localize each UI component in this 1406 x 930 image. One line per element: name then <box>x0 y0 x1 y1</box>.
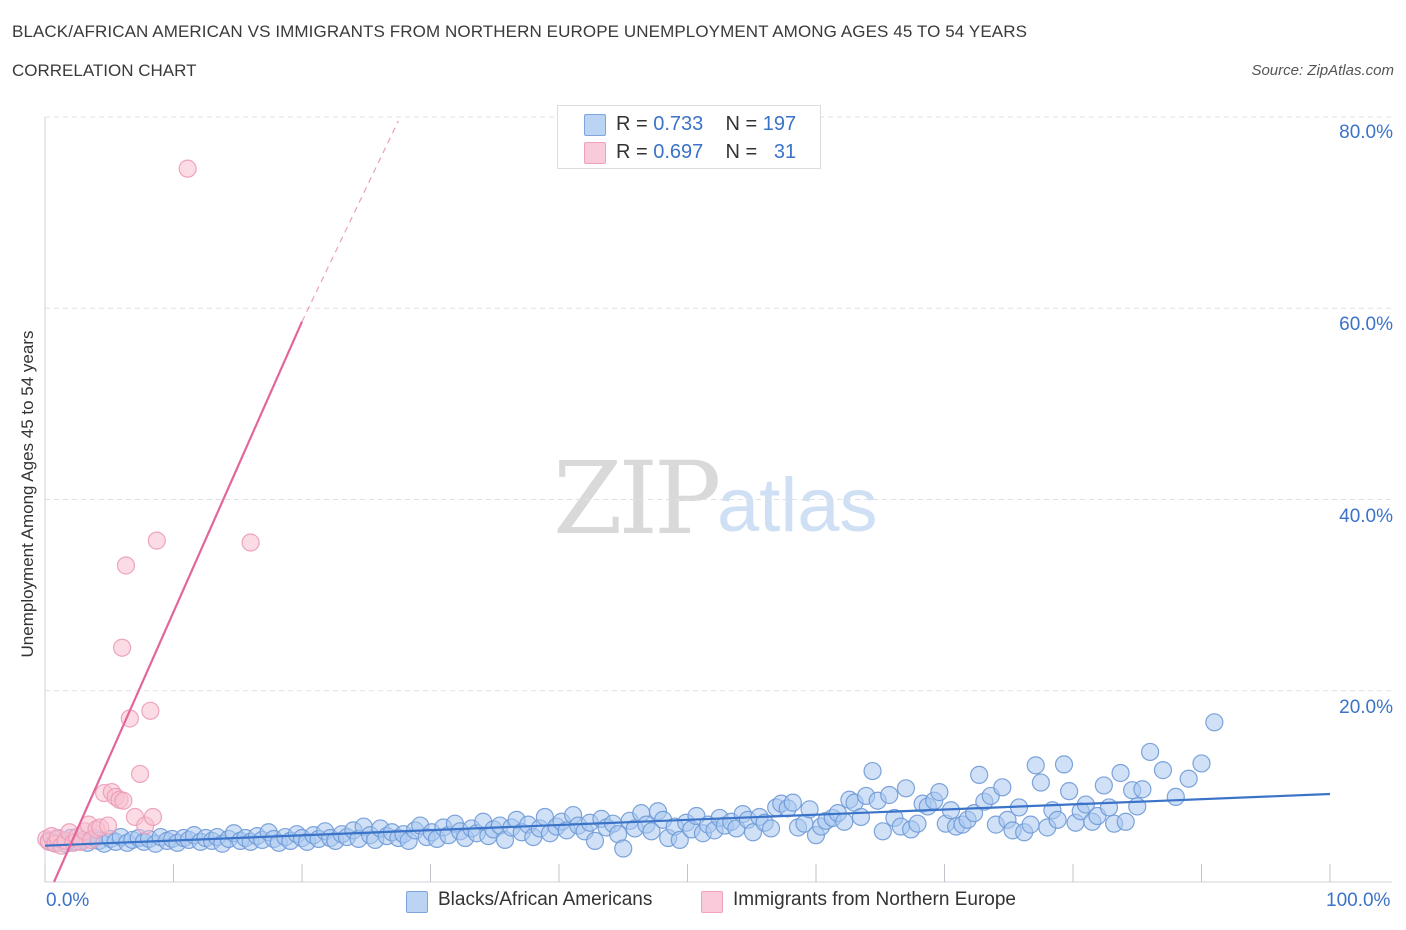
watermark-zip: ZIP <box>553 440 721 557</box>
axes <box>44 117 1392 883</box>
data-point <box>147 531 166 550</box>
data-point <box>896 779 916 798</box>
data-point <box>1048 810 1067 829</box>
data-point <box>1179 769 1198 788</box>
data-point <box>930 783 949 802</box>
data-point <box>1205 713 1224 732</box>
data-point <box>863 761 882 781</box>
n-value: 31 <box>773 141 797 163</box>
stats-legend: R = 0.733 N = 197 R = 0.697 N = 31 <box>557 105 821 169</box>
chart-title: BLACK/AFRICAN AMERICAN VS IMMIGRANTS FRO… <box>12 22 1028 41</box>
data-point <box>1021 815 1040 834</box>
data-point <box>1133 780 1152 799</box>
x-tick-label-max: 100.0% <box>1326 890 1391 911</box>
data-point <box>1099 798 1119 817</box>
pink-swatch <box>701 891 723 913</box>
blue-swatch <box>406 891 428 913</box>
data-point <box>116 556 136 575</box>
data-point <box>1116 812 1135 831</box>
data-point <box>98 816 118 835</box>
r-value: 0.697 <box>653 141 704 163</box>
data-point <box>1054 755 1074 774</box>
source-label: Source: ZipAtlas.com <box>1251 62 1394 79</box>
data-point <box>1060 782 1079 801</box>
data-point <box>130 764 150 784</box>
legend-label: Immigrants from Northern Europe <box>733 889 1016 910</box>
data-point <box>143 807 163 827</box>
data-point <box>1026 756 1045 775</box>
data-point <box>642 822 661 841</box>
y-axis-label: Unemployment Among Ages 45 to 54 years <box>18 330 37 658</box>
data-point <box>1031 773 1050 792</box>
trend-line-blacks <box>44 792 1331 847</box>
r-label: R = <box>616 141 648 163</box>
data-point <box>1111 763 1130 783</box>
x-tick-label-min: 0.0% <box>46 890 90 911</box>
data-point <box>178 159 197 178</box>
data-point <box>835 812 854 831</box>
n-label: N = <box>725 141 758 163</box>
data-point <box>993 778 1012 797</box>
data-point <box>908 814 927 833</box>
y-tick-label: 40.0% <box>1339 506 1393 527</box>
data-point <box>114 791 133 810</box>
y-tick-label: 20.0% <box>1339 697 1393 718</box>
data-point <box>1094 776 1113 795</box>
data-point <box>761 819 781 838</box>
data-point <box>1140 742 1160 762</box>
data-point <box>670 830 689 850</box>
pink-swatch <box>584 142 606 164</box>
grid-lines <box>45 116 1392 692</box>
series-immigrants-northern-europe <box>37 159 260 855</box>
r-value: 0.733 <box>653 113 704 135</box>
data-point <box>241 533 260 552</box>
blue-swatch <box>584 114 606 136</box>
n-label: N = <box>725 113 758 135</box>
data-point <box>783 793 802 812</box>
data-point <box>141 701 160 720</box>
trend-line-immigrants <box>52 321 304 883</box>
data-point <box>614 839 633 858</box>
y-tick-label: 80.0% <box>1339 122 1393 143</box>
series-blacks-african-americans <box>39 713 1224 858</box>
data-point <box>585 831 605 850</box>
data-point <box>970 765 989 785</box>
data-point <box>1192 754 1211 773</box>
n-value: 197 <box>762 113 797 135</box>
r-label: R = <box>616 113 648 135</box>
data-point <box>1153 761 1173 780</box>
chart-subtitle: CORRELATION CHART <box>12 61 197 80</box>
trend-line-immigrants-extension <box>301 120 399 322</box>
data-point <box>873 822 892 841</box>
data-point <box>880 785 899 805</box>
legend-label: Blacks/African Americans <box>438 889 653 910</box>
trend-lines <box>44 120 1331 883</box>
data-point <box>851 807 871 827</box>
watermark-atlas: atlas <box>717 463 878 548</box>
data-point <box>112 638 132 657</box>
data-point <box>800 800 819 819</box>
y-tick-label: 60.0% <box>1339 314 1393 335</box>
data-point <box>1166 787 1185 806</box>
